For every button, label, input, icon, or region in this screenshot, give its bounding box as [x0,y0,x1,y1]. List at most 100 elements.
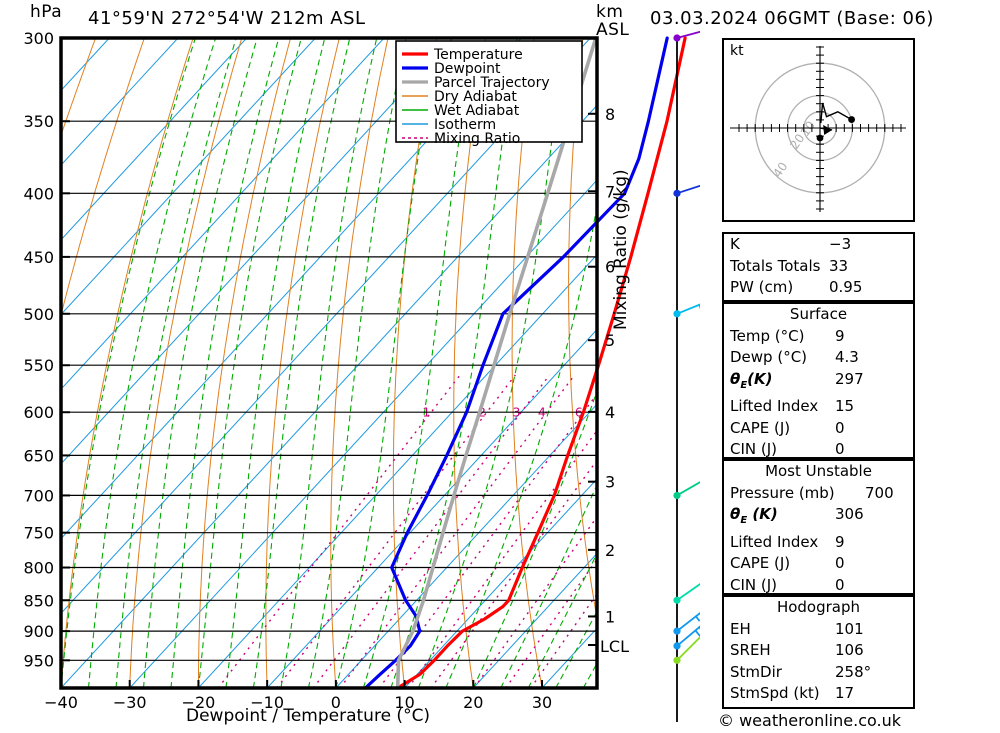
pressure-tick-label: 800 [23,559,54,578]
row-value: −3 [829,235,852,253]
pressure-tick-label: 850 [23,591,54,610]
height-tick-label: 4 [605,403,615,422]
row-value: 0 [835,554,845,572]
row-value: 15 [835,397,855,415]
row-key: θE (K) [730,505,778,526]
wet-adiabat-line [362,38,476,688]
dry-adiabat-line [623,38,679,688]
wet-adiabat-line [527,552,597,688]
isotherm-line [129,179,597,688]
row-key: Temp (°C) [730,326,805,345]
row-key: CIN (J) [730,440,778,458]
table-row: Totals Totals 33 [724,256,913,278]
watermark: © weatheronline.co.uk [718,711,901,730]
mixing-ratio-line [430,459,597,688]
table-row: Pressure (mb) 700 [724,483,913,505]
skewt-gridlines: 1 2 3 4 6 [61,38,700,688]
isotherm-line [266,328,597,688]
hodograph-end-point [848,116,855,123]
legend-label: Dry Adiabat [434,89,517,105]
isotherm-line [198,254,597,688]
pressure-tick-label: 550 [23,356,54,375]
row-key: CAPE (J) [730,418,791,437]
isotherm-line [472,552,597,688]
row-value: 9 [835,532,845,551]
dry-adiabat-line [265,38,340,688]
wind-barb [673,303,700,318]
height-tick-label: 5 [605,331,615,350]
temperature-tick-label: −10 [250,693,284,712]
wet-adiabat-line [87,38,217,688]
pressure-tick-label: 700 [23,486,54,505]
pressure-tick-label: 500 [23,305,54,324]
table-row: CAPE (J) 0 [724,553,913,575]
height-tick-label: 3 [605,473,615,492]
pressure-tick-label: 450 [23,248,54,267]
table-row: SREH 106 [724,640,913,662]
row-key: Dewp (°C) [730,348,808,366]
isotherm-line [61,38,179,166]
wind-barb [673,481,700,500]
row-value: 0 [835,575,845,594]
height-tick-label: 8 [605,105,615,124]
height-tick-label: 7 [605,182,615,201]
profile-line-dewpoint [363,36,669,690]
page-title: 41°59'N 272°54'W 212m ASL [88,8,366,29]
row-value: 33 [829,256,849,275]
pressure-tick-label: 900 [23,622,54,641]
row-value: 9 [835,326,845,345]
temperature-tick-label: −20 [182,693,216,712]
x-axis-title: Dewpoint / Temperature (°C) [186,706,431,726]
row-value: 17 [835,684,855,702]
wet-adiabat-line [611,38,700,688]
isotherm-line [611,38,700,688]
profile-line-parcel-trajectory [395,36,598,690]
row-key: StmDir [730,662,782,681]
wind-barb [673,184,700,197]
temperature-tick-label: 30 [532,693,552,712]
height-unit-label-km: km [596,2,624,22]
table-row: θE(K) 297 [724,369,913,397]
wet-adiabat-line [225,38,326,688]
table-row: CIN (J) 0 [724,439,913,461]
table-row: Temp (°C) 9 [724,326,913,348]
mixing-ratio-line [530,592,597,688]
wind-barb [673,30,700,42]
row-value: 106 [835,641,864,659]
dry-adiabat-line [61,38,194,688]
plot-frame [59,36,599,690]
table-row: CAPE (J) 0 [724,418,913,440]
row-key: EH [730,619,751,638]
temperature-tick-label: −40 [44,693,78,712]
row-value: 0 [835,418,845,437]
mixing-ratio-axis-title: Mixing Ratio (g/kg) [611,169,631,330]
isotherm-line [335,403,597,688]
table-row: K −3 [724,234,913,256]
isotherm-line [61,38,385,390]
height-tick-label: 6 [605,258,615,277]
hodograph-stats-panel: Hodograph EH 101 SREH 106 StmDir 258° StmSp… [722,595,915,709]
isotherm-line [61,104,597,688]
pressure-tick-label: 950 [23,651,54,670]
mixing-ratio-line [312,374,551,688]
wet-adiabat-line [280,38,378,688]
mixing-ratio-line [407,429,597,688]
legend-label: Temperature [433,47,523,63]
wind-barb [673,612,700,635]
row-key: StmSpd (kt) [730,684,820,702]
indices-panel: K −3 Totals Totals 33 PW (cm) 0.95 [722,232,915,302]
table-row: θE (K) 306 [724,504,913,532]
most-unstable-panel-title: Most Unstable [765,462,872,480]
row-value: 297 [835,369,864,388]
hodograph-stats-title: Hodograph [776,598,861,616]
row-key: CAPE (J) [730,554,791,572]
wet-adiabat-line [445,202,597,688]
row-key: SREH [730,641,771,659]
row-value: 306 [835,505,864,523]
wet-adiabat-line [61,38,196,688]
row-key: θE(K) [730,369,773,391]
mixing-ratio-line [276,374,516,688]
isotherm-line [61,38,316,316]
temperature-tick-label: 10 [394,693,414,712]
temperature-tick-label: 0 [331,693,341,712]
